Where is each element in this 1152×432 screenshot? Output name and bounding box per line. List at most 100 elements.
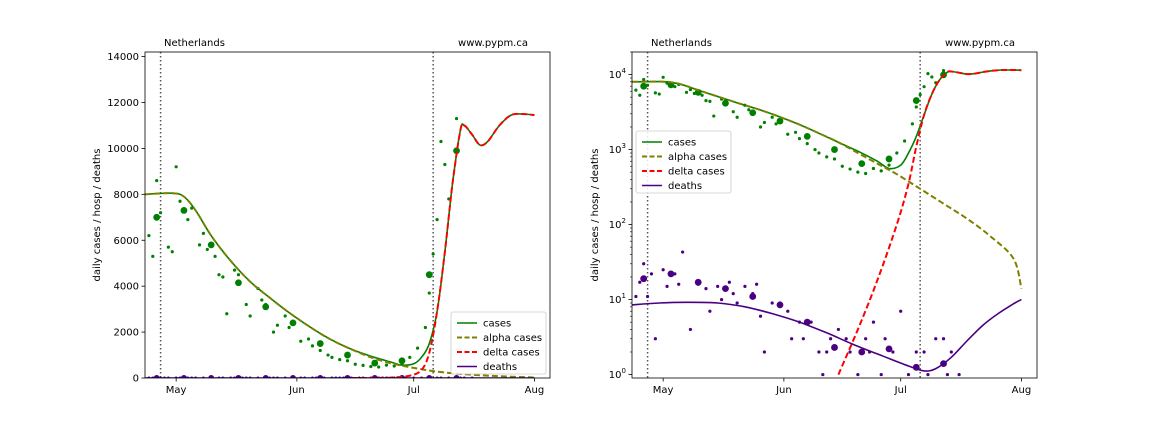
right-death-point-weekly-0 [640, 275, 648, 283]
right-death-point-weekly-5 [776, 301, 784, 309]
right-death-point-15 [716, 284, 720, 288]
right-case-point-36 [840, 164, 844, 168]
right-death-point-20 [743, 284, 747, 288]
left-legend-label-deaths: deaths [483, 362, 517, 373]
right-case-point-10 [684, 90, 689, 94]
left-case-point-2 [155, 178, 159, 183]
right-case-point-40 [871, 166, 876, 171]
left-x-tick-label-0: May [166, 385, 187, 396]
right-case-point-5 [657, 92, 661, 96]
right-case-point-52 [941, 68, 946, 73]
right-legend-label-alpha: alpha cases [668, 152, 727, 163]
right-case-point-2 [642, 77, 646, 82]
left-case-point-weekly-3 [235, 279, 242, 287]
right-death-point-weekly-1 [667, 270, 675, 278]
right-death-point-44 [883, 337, 887, 341]
right-death-point-52 [941, 337, 946, 341]
right-case-point-25 [762, 120, 767, 125]
left-case-point-15 [221, 275, 225, 279]
left-alpha-cases-line [145, 192, 535, 378]
left-legend: cases alpha cases delta cases deaths [450, 311, 547, 375]
left-case-point-weekly-5 [289, 319, 297, 327]
right-case-point-13 [700, 93, 704, 97]
right-y-tick-label-0: 100 [609, 367, 626, 381]
right-death-point-0 [634, 294, 638, 299]
right-y-tick-label-1: 101 [609, 292, 626, 306]
right-case-point-16 [712, 114, 716, 118]
right-death-point-36 [836, 327, 840, 332]
right-death-point-55 [957, 372, 961, 377]
left-case-point-44 [415, 346, 420, 350]
right-delta-cases-line [837, 68, 1022, 375]
left-case-point-weekly-1 [180, 207, 188, 214]
right-case-point-33 [817, 151, 821, 155]
right-death-point-7 [665, 284, 669, 288]
left-y-tick-label-0: 0 [133, 374, 139, 385]
left-case-point-40 [384, 363, 389, 367]
right-death-point-37 [844, 337, 848, 341]
left-legend-label-cases: cases [483, 319, 511, 330]
left-case-point-31 [318, 348, 322, 353]
right-death-point-22 [755, 282, 759, 286]
right-case-point-49 [926, 72, 930, 76]
right-case-point-45 [910, 122, 914, 126]
right-case-point-32 [813, 147, 817, 152]
right-series-group [632, 68, 1023, 377]
right-alpha-cases-line [632, 80, 1023, 289]
left-case-point-weekly-4 [262, 303, 270, 311]
left-case-point-37 [361, 363, 365, 367]
right-death-point-42 [871, 320, 876, 324]
right-case-point-22 [747, 108, 751, 112]
left-case-point-1 [151, 254, 155, 258]
right-death-point-23 [758, 314, 763, 318]
right-death-point-5 [653, 337, 657, 341]
right-death-point-weekly-2 [694, 278, 702, 286]
right-case-point-26 [770, 115, 774, 119]
right-death-point-50 [926, 372, 930, 377]
right-case-point-46 [914, 105, 918, 109]
right-death-point-34 [825, 350, 829, 354]
left-case-point-18 [236, 273, 241, 277]
right-case-point-41 [879, 169, 883, 173]
left-case-point-10 [197, 243, 202, 247]
right-death-point-1 [638, 280, 642, 284]
left-case-point-36 [353, 362, 357, 366]
left-case-point-41 [392, 364, 396, 368]
right-case-point-weekly-0 [640, 82, 648, 90]
left-legend-label-delta: delta cases [483, 348, 540, 359]
right-death-point-weekly-4 [749, 293, 757, 300]
right-axes-frame [631, 51, 1038, 379]
left-case-point-24 [271, 330, 276, 334]
right-case-point-4 [653, 91, 657, 95]
right-plot-area: May Jun Jul Aug 100 101 102 103 104 cases alpha ca… [609, 51, 1038, 396]
right-case-point-weekly-6 [803, 132, 811, 140]
right-x-tick-label-1: Jun [775, 385, 792, 396]
right-death-point-18 [731, 292, 735, 296]
right-case-point-weekly-7 [831, 146, 838, 153]
right-case-point-weekly-9 [885, 155, 893, 163]
left-case-point-38 [369, 364, 373, 369]
right-case-point-39 [864, 171, 868, 176]
right-x-tick-label-3: Aug [1012, 385, 1032, 396]
right-death-point-24 [762, 350, 767, 354]
left-case-point-11 [201, 231, 206, 235]
left-case-point-32 [326, 353, 330, 357]
right-death-point-28 [790, 337, 794, 341]
left-y-tick-label-4: 8000 [114, 190, 139, 201]
right-case-point-50 [930, 75, 934, 79]
right-death-point-46 [899, 309, 903, 313]
right-legend-label-cases: cases [668, 138, 696, 149]
left-case-point-weekly-8 [371, 359, 379, 367]
right-death-point-weekly-8 [858, 348, 866, 356]
left-case-point-33 [330, 355, 334, 359]
right-death-point-13 [704, 287, 708, 291]
left-case-point-39 [377, 365, 381, 369]
left-case-point-7 [178, 199, 182, 203]
right-death-point-38 [848, 350, 852, 354]
left-delta-cases-line [351, 112, 535, 378]
left-case-point-12 [205, 247, 209, 252]
right-case-point-42 [887, 163, 891, 167]
left-chart-panel: Netherlands www.pypm.ca daily cases / ho… [92, 38, 551, 396]
left-case-point-13 [213, 254, 217, 258]
